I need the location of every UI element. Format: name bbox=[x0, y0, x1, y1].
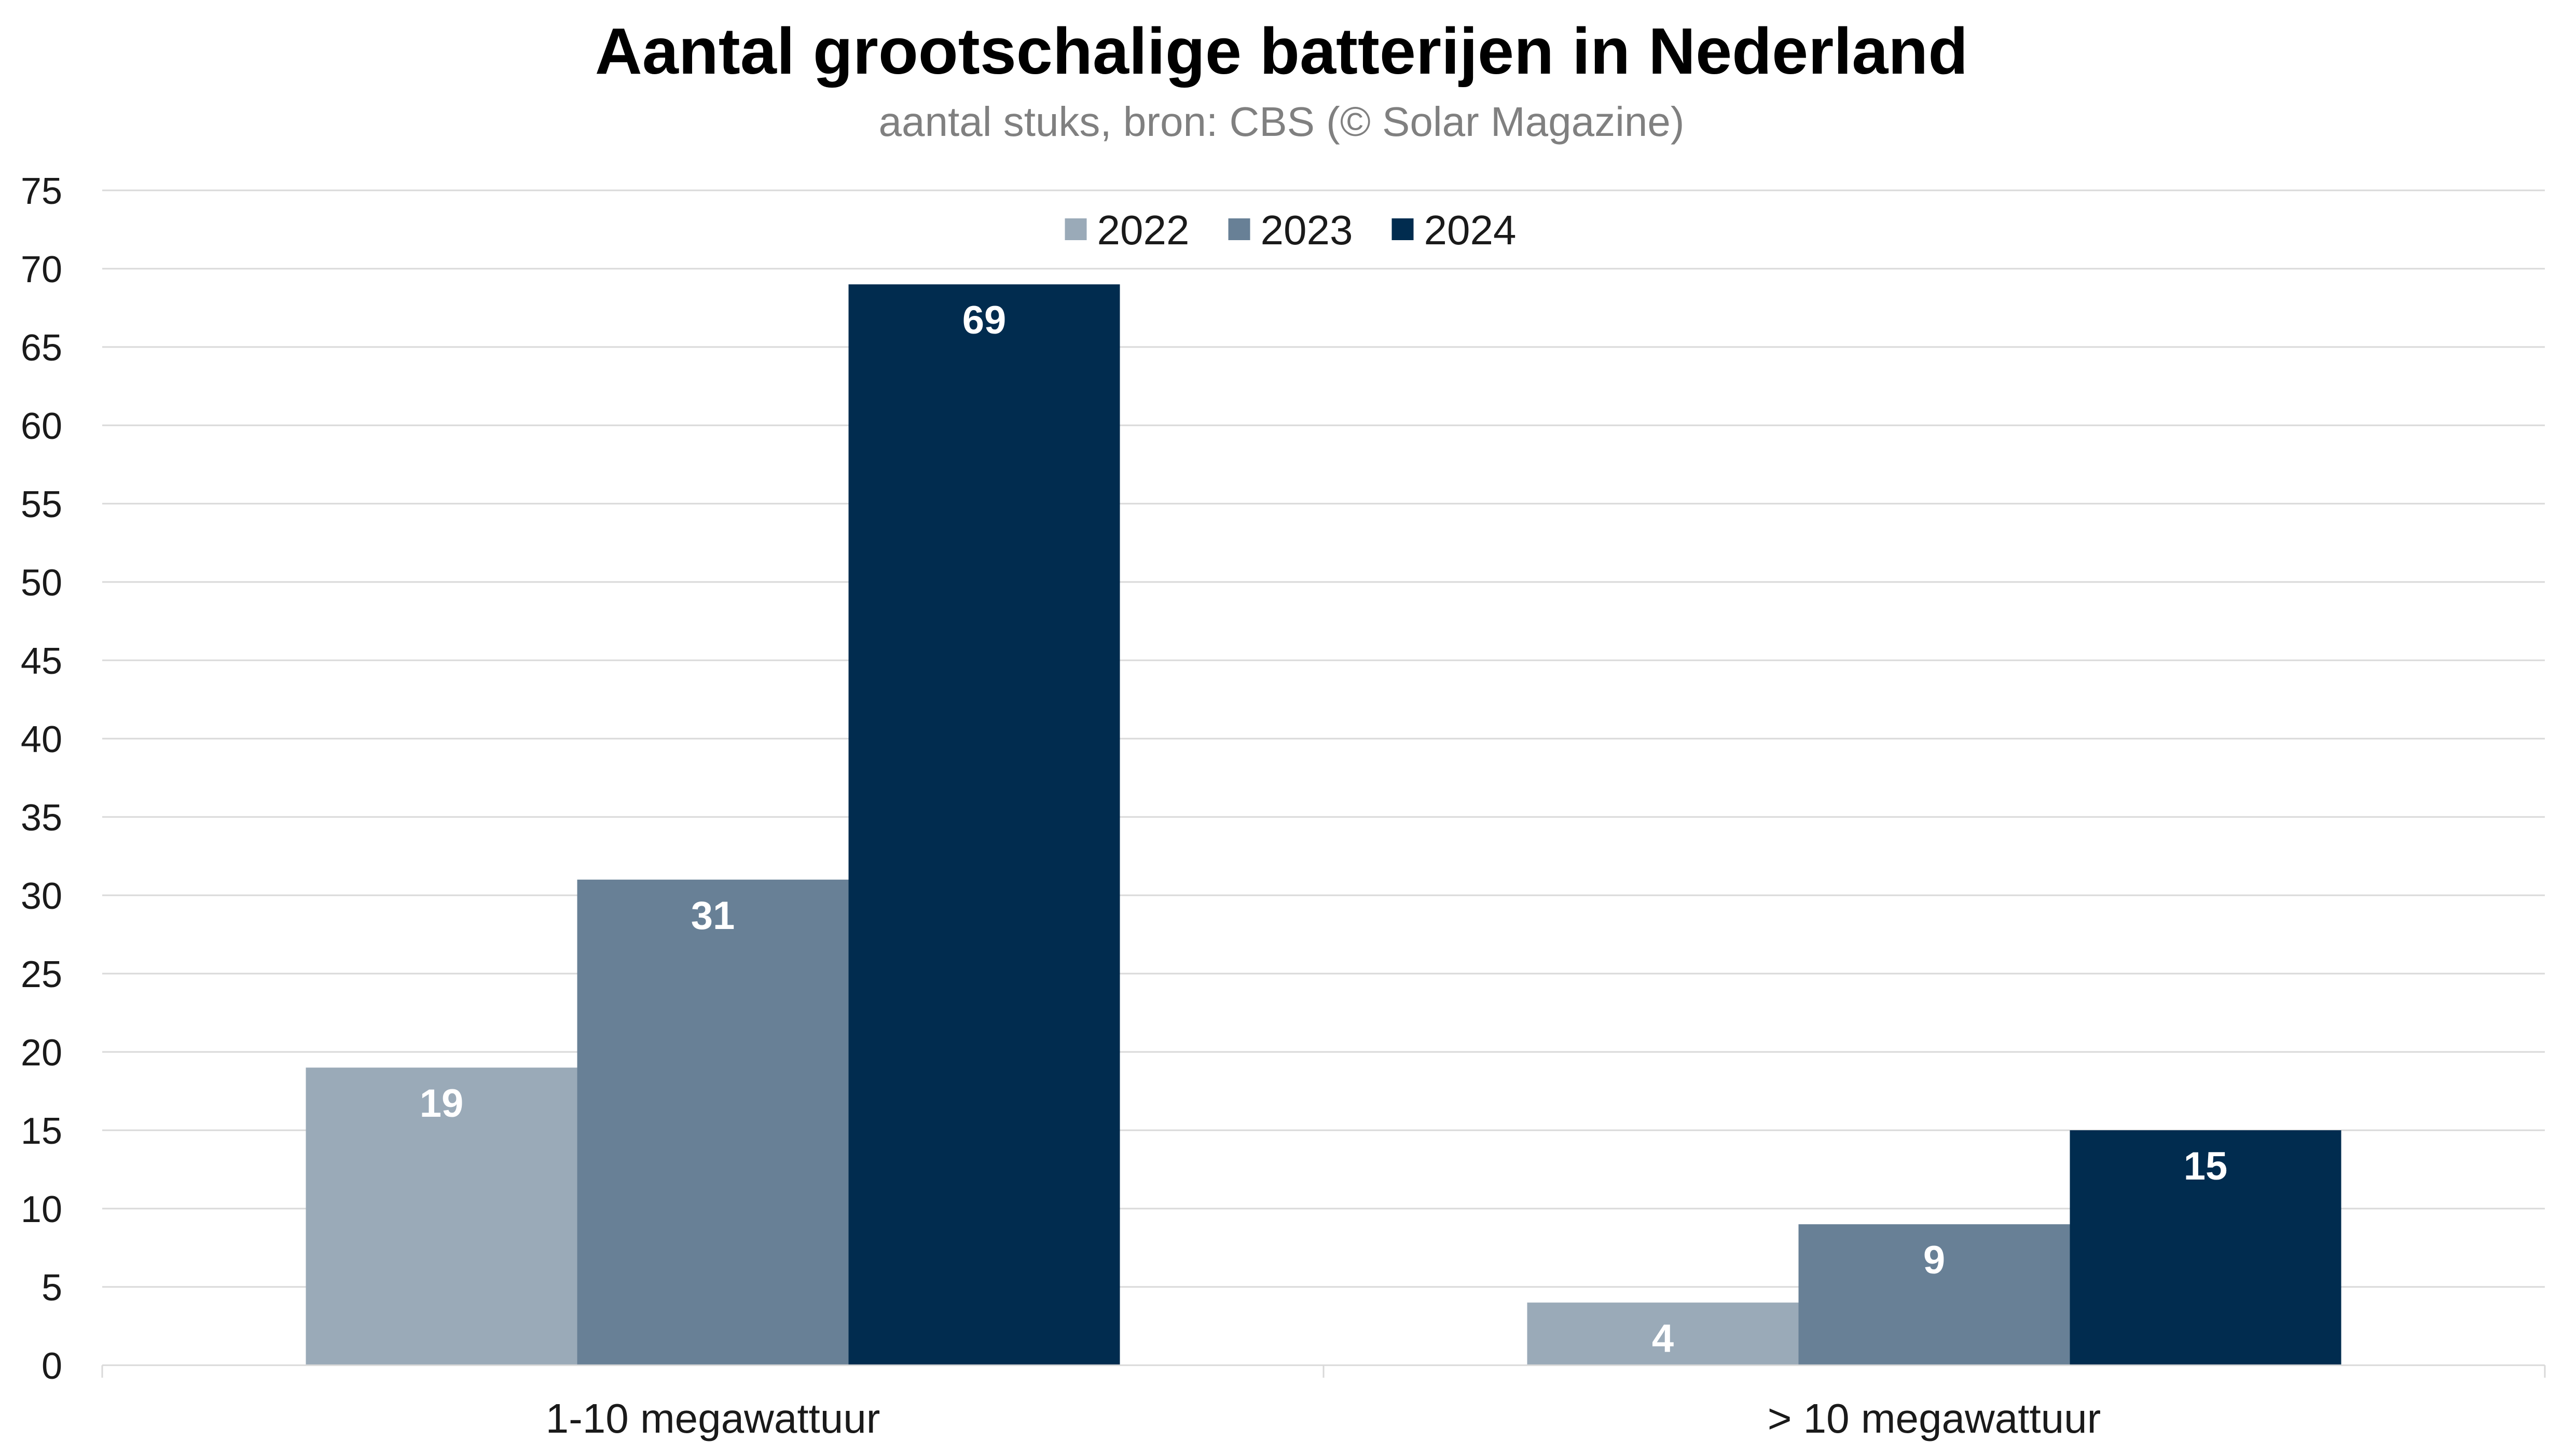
y-tick-label: 10 bbox=[21, 1189, 62, 1230]
data-labels: 19 31 69 4 9 15 bbox=[420, 298, 2228, 1361]
x-category-label: 1-10 megawattuur bbox=[546, 1395, 880, 1441]
data-label: 31 bbox=[691, 894, 735, 938]
y-axis-tick-labels: 0 5 10 15 20 25 30 35 40 45 50 55 60 65 70 75 bbox=[21, 171, 62, 1387]
bar-2023-0 bbox=[577, 879, 849, 1365]
bar-2024-0 bbox=[848, 284, 1120, 1366]
y-tick-label: 30 bbox=[21, 876, 62, 917]
y-tick-label: 55 bbox=[21, 484, 62, 525]
y-tick-label: 70 bbox=[21, 249, 62, 290]
bar-2024-1 bbox=[2070, 1130, 2341, 1365]
x-category-label: > 10 megawattuur bbox=[1768, 1395, 2101, 1441]
y-tick-label: 15 bbox=[21, 1111, 62, 1152]
y-tick-label: 0 bbox=[42, 1346, 62, 1387]
data-label: 19 bbox=[420, 1081, 464, 1126]
y-tick-label: 45 bbox=[21, 641, 62, 682]
legend-swatch bbox=[1065, 218, 1087, 240]
bar-2022-0 bbox=[306, 1067, 577, 1365]
legend: 2022 2023 2024 bbox=[1065, 207, 1517, 253]
y-tick-label: 50 bbox=[21, 562, 62, 604]
y-tick-label: 20 bbox=[21, 1032, 62, 1074]
legend-label: 2024 bbox=[1424, 207, 1517, 253]
bars bbox=[306, 284, 2341, 1366]
chart-subtitle: aantal stuks, bron: CBS (© Solar Magazin… bbox=[879, 99, 1685, 145]
chart-title: Aantal grootschalige batterijen in Neder… bbox=[595, 15, 1968, 88]
data-label: 4 bbox=[1652, 1316, 1674, 1361]
x-axis: 1-10 megawattuur > 10 megawattuur bbox=[101, 1364, 2546, 1441]
legend-swatch bbox=[1228, 218, 1250, 240]
legend-swatch bbox=[1391, 218, 1414, 240]
legend-label: 2023 bbox=[1261, 207, 1353, 253]
y-tick-label: 25 bbox=[21, 954, 62, 995]
y-tick-label: 35 bbox=[21, 797, 62, 839]
data-label: 15 bbox=[2184, 1144, 2228, 1188]
y-tick-label: 75 bbox=[21, 171, 62, 212]
y-tick-label: 40 bbox=[21, 719, 62, 760]
bar-2023-1 bbox=[1798, 1224, 2070, 1365]
legend-label: 2022 bbox=[1097, 207, 1190, 253]
data-label: 69 bbox=[962, 298, 1007, 342]
bar-2022-1 bbox=[1527, 1302, 1799, 1365]
y-tick-label: 5 bbox=[42, 1267, 62, 1309]
y-tick-label: 65 bbox=[21, 327, 62, 369]
y-tick-label: 60 bbox=[21, 406, 62, 447]
data-label: 9 bbox=[1923, 1238, 1945, 1282]
gridlines bbox=[102, 189, 2545, 1288]
